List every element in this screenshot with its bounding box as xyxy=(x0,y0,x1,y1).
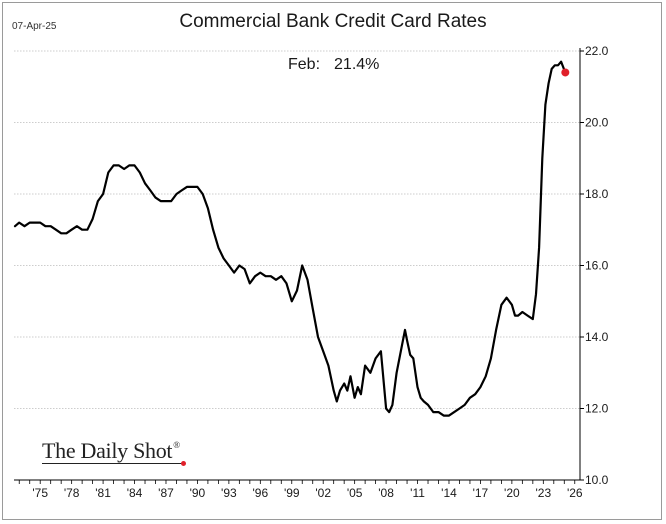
date-stamp: 07-Apr-25 xyxy=(12,21,57,32)
x-tick-label: '99 xyxy=(284,486,300,500)
x-tick-label: '81 xyxy=(95,486,111,500)
x-tick-label: '23 xyxy=(535,486,551,500)
brand-underline xyxy=(42,463,182,464)
x-tick-label: '17 xyxy=(473,486,489,500)
brand-mark: ® xyxy=(173,440,180,450)
x-tick-label: '02 xyxy=(315,486,331,500)
y-tick-label: 12.0 xyxy=(585,402,609,416)
x-tick-label: '87 xyxy=(158,486,174,500)
x-tick-label: '93 xyxy=(221,486,237,500)
chart-frame xyxy=(2,2,662,520)
x-tick-label: '08 xyxy=(378,486,394,500)
y-tick-label: 22.0 xyxy=(585,44,609,58)
y-axis-tick-labels: 22.0 20.0 18.0 16.0 14.0 12.0 10.0 xyxy=(585,44,609,487)
x-tick-label: '05 xyxy=(347,486,363,500)
x-tick-label: '84 xyxy=(127,486,143,500)
x-tick-label: '90 xyxy=(190,486,206,500)
gridlines xyxy=(14,50,580,409)
x-tick-label: '75 xyxy=(32,486,48,500)
chart-title: Commercial Bank Credit Card Rates xyxy=(179,11,487,32)
annotation-label: Feb: xyxy=(288,56,321,73)
x-tick-label: '78 xyxy=(64,486,80,500)
latest-point-marker xyxy=(561,68,570,77)
annotation-value: 21.4% xyxy=(334,56,380,73)
x-tick-label: '14 xyxy=(441,486,457,500)
x-tick-label: '20 xyxy=(504,486,520,500)
brand-logo: The Daily Shot® xyxy=(42,438,180,464)
brand-name: The Daily Shot xyxy=(42,438,173,463)
series-layer xyxy=(13,60,570,417)
y-tick-label: 20.0 xyxy=(585,116,609,130)
x-tick-label: '11 xyxy=(410,486,425,500)
brand-dot xyxy=(181,461,186,466)
y-tick-label: 16.0 xyxy=(585,259,609,273)
x-axis-tick-labels: '75 '78 '81 '84 '87 '90 '93 '96 '99 '02 '05 '08 '11 '… xyxy=(32,486,583,500)
axes xyxy=(14,48,584,484)
y-tick-label: 18.0 xyxy=(585,187,609,201)
series-line xyxy=(13,60,567,417)
latest-value-annotation: Feb: 21.4% xyxy=(288,56,379,74)
x-tick-label: '26 xyxy=(567,486,583,500)
x-tick-label: '96 xyxy=(252,486,268,500)
y-tick-label: 14.0 xyxy=(585,330,609,344)
y-tick-label: 10.0 xyxy=(585,473,609,487)
